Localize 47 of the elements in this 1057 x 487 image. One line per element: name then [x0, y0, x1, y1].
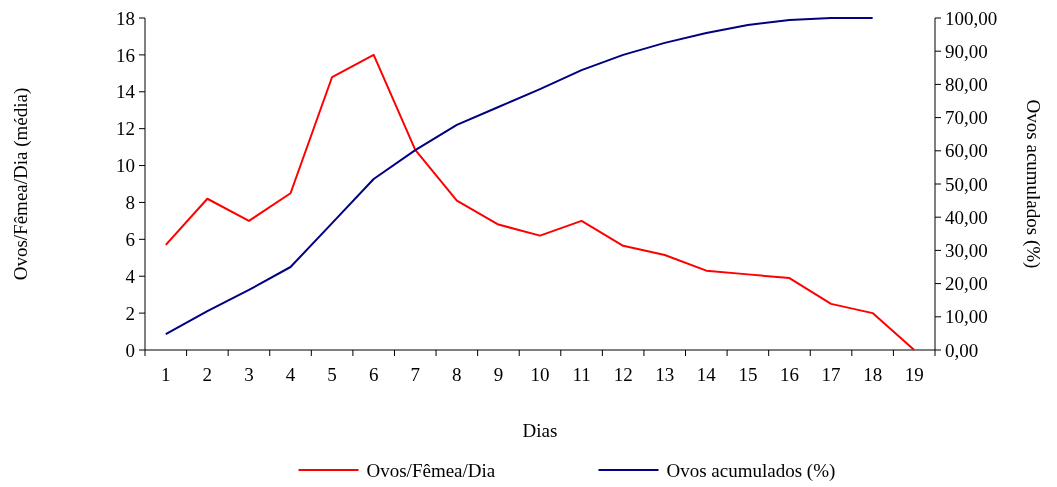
x-tick-label: 4 — [285, 364, 296, 385]
x-tick-label: 15 — [738, 364, 758, 385]
x-tick-label: 14 — [696, 364, 717, 385]
x-tick-label: 9 — [493, 364, 504, 385]
y2-tick-label: 100,00 — [945, 7, 998, 29]
y-tick-label: 8 — [125, 192, 135, 214]
x-tick-label: 10 — [530, 364, 550, 385]
y2-tick-label: 40,00 — [945, 206, 988, 228]
x-tick-label: 3 — [244, 364, 254, 385]
y2-tick-label: 50,00 — [945, 173, 988, 195]
y-axis-title: Ovos/Fêmea/Dia (média) — [10, 87, 32, 281]
line-series — [164, 53, 916, 351]
y-tick-label: 18 — [116, 7, 135, 29]
y2-tick-label: 10,00 — [945, 306, 988, 328]
line-series — [164, 17, 874, 336]
x-tick-label: 5 — [327, 364, 337, 385]
x-tick-label: 8 — [452, 364, 462, 385]
y-tick-label: 12 — [116, 118, 135, 140]
y2-tick-label: 30,00 — [945, 240, 988, 262]
y2-tick-label: 60,00 — [945, 140, 988, 162]
y2-tick-label: 80,00 — [945, 74, 988, 96]
legend-label: Ovos/Fêmea/Dia — [366, 459, 496, 481]
y-tick-label: 16 — [116, 44, 135, 66]
x-tick-label: 17 — [821, 364, 841, 385]
y2-axis-title: Ovos acumulados (%) — [1022, 99, 1044, 269]
y2-tick-label: 0,00 — [945, 339, 979, 361]
x-tick-label: 6 — [368, 364, 379, 385]
x-tick-label: 18 — [863, 364, 883, 385]
y2-tick-label: 70,00 — [945, 107, 988, 129]
y2-tick-label: 20,00 — [945, 273, 988, 295]
x-tick-label: 2 — [202, 364, 213, 385]
y-tick-label: 10 — [116, 155, 135, 177]
y2-tick-label: 90,00 — [945, 40, 988, 62]
x-tick-label: 19 — [904, 364, 924, 385]
x-tick-label: 11 — [572, 364, 591, 385]
legend-label: Ovos acumulados (%) — [666, 459, 836, 482]
x-tick-label: 13 — [655, 364, 675, 385]
y-tick-label: 14 — [116, 81, 136, 103]
y-tick-label: 2 — [125, 302, 135, 324]
y-tick-label: 4 — [125, 265, 136, 287]
x-tick-label: 1 — [161, 364, 171, 385]
x-tick-label: 12 — [613, 364, 633, 385]
x-axis-title: Dias — [522, 420, 558, 441]
y-tick-label: 0 — [125, 339, 135, 361]
x-tick-label: 16 — [779, 364, 799, 385]
y-tick-label: 6 — [125, 228, 135, 250]
x-tick-label: 7 — [410, 364, 421, 385]
